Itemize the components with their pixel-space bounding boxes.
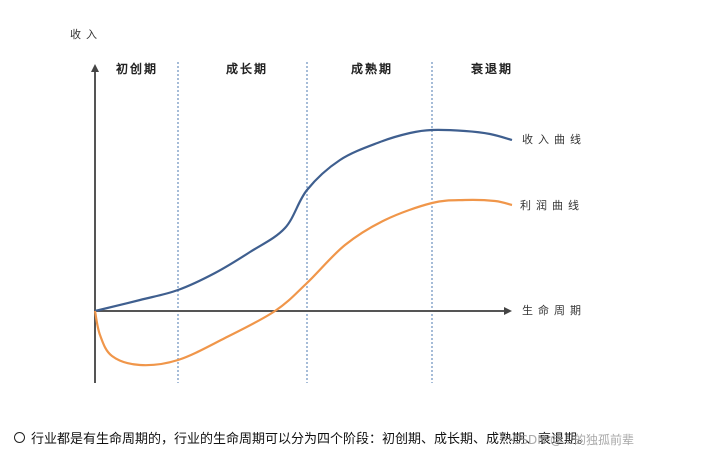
caption-text: 行业都是有生命周期的，行业的生命周期可以分为四个阶段：初创期、成长期、成熟期、衰… bbox=[31, 432, 591, 447]
caption: 行业都是有生命周期的，行业的生命周期可以分为四个阶段：初创期、成长期、成熟期、衰… bbox=[14, 428, 590, 447]
revenue-curve bbox=[94, 128, 513, 313]
bullet-circle-icon bbox=[14, 432, 25, 443]
phase-label-decline: 衰退期 bbox=[471, 62, 514, 76]
x-axis-label: 生命周期 bbox=[522, 304, 586, 317]
phase-label-growth: 成长期 bbox=[226, 62, 269, 76]
profit-curve bbox=[93, 198, 513, 367]
lifecycle-chart: 收入 初创期 成长期 成熟期 衰退期 收入曲线 利润曲线 生命周期 bbox=[70, 28, 586, 383]
phase-label-startup: 初创期 bbox=[116, 62, 159, 76]
chart-canvas bbox=[91, 62, 513, 383]
profit-curve-label: 利润曲线 bbox=[520, 199, 584, 212]
phase-dividers bbox=[177, 62, 433, 383]
y-axis-label: 收入 bbox=[70, 28, 102, 41]
watermark: CSDN @…的独孤前辈 bbox=[512, 433, 635, 447]
revenue-curve-label: 收入曲线 bbox=[522, 133, 586, 146]
phase-label-maturity: 成熟期 bbox=[351, 62, 394, 76]
